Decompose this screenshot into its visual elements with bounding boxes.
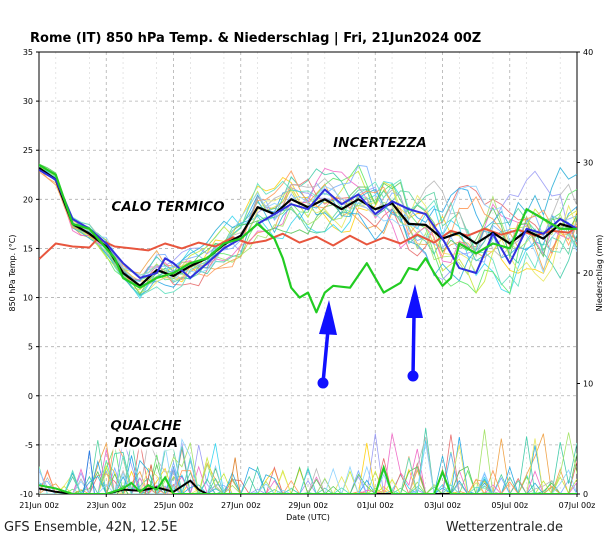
y2-tick-label: 40 (583, 48, 593, 57)
precipitation-bars (39, 427, 577, 494)
x-tick-label: 01Jul 00z (357, 501, 394, 510)
precip-spike (228, 457, 241, 494)
x-tick-label: 23Jun 00z (86, 501, 126, 510)
x-tick-label: 03Jul 00z (424, 501, 461, 510)
precip-member-line (39, 442, 577, 494)
arrow-2-shaft (411, 315, 416, 377)
precip-member-line (39, 433, 577, 494)
x-tick-label: 21Jun 00z (19, 501, 59, 510)
precip-spike (82, 450, 95, 494)
y2-axis-ticks: 0 10 20 30 40 (577, 48, 593, 499)
y-tick-label: 25 (23, 146, 33, 155)
y2-tick-label: 20 (583, 269, 593, 278)
x-tick-label: 07Jul 00z (559, 501, 596, 510)
chart-title: Rome (IT) 850 hPa Temp. & Niederschlag |… (30, 31, 481, 46)
arrow-1-shaft (321, 329, 330, 384)
y-tick-label: 30 (23, 97, 33, 106)
y-tick-label: 35 (23, 48, 33, 57)
y-axis-label: 850 hPa Temp. (°C) (8, 234, 17, 311)
annotation-calo-termico: CALO TERMICO (111, 199, 224, 215)
ensemble-member-line (39, 169, 577, 283)
footer-site: Wetterzentrale.de (446, 520, 563, 535)
series-operational (39, 169, 577, 279)
precip-member-line (39, 433, 577, 494)
y-axis-ticks: -10 -5 0 5 10 15 20 25 30 35 (20, 48, 39, 499)
footer-source: GFS Ensemble, 42N, 12.5E (4, 520, 177, 535)
x-tick-label: 05Jul 00z (491, 501, 528, 510)
annotation-incertezza: INCERTEZZA (333, 135, 427, 151)
y-tick-label: 5 (28, 343, 33, 352)
precip-member-line (39, 455, 577, 494)
y-tick-label: 10 (23, 294, 33, 303)
y2-tick-label: 0 (583, 490, 588, 499)
x-tick-label: 25Jun 00z (154, 501, 194, 510)
precip-member-line (39, 443, 577, 494)
precip-member-line (39, 455, 577, 494)
ensemble-member-line (39, 167, 577, 283)
x-axis-label: Date (UTC) (286, 513, 330, 522)
y-tick-label: 15 (23, 244, 33, 253)
x-tick-label: 27Jun 00z (221, 501, 261, 510)
precip-member-line (39, 440, 577, 494)
annotation-pioggia: PIOGGIA (114, 435, 178, 451)
arrow-1-tail (317, 377, 329, 389)
arrows (317, 284, 423, 389)
main-series (39, 164, 577, 314)
y2-tick-label: 10 (583, 380, 593, 389)
series-ensemble-mean (39, 166, 577, 287)
annotation-qualche: QUALCHE (110, 418, 182, 434)
y-tick-label: -5 (25, 441, 33, 450)
y2-tick-label: 30 (583, 159, 593, 168)
precip-member-line (39, 440, 577, 494)
ensemble-member-line (39, 166, 577, 297)
y-tick-label: -10 (20, 490, 33, 499)
x-tick-label: 29Jun 00z (288, 501, 328, 510)
series-control (39, 164, 577, 314)
x-axis-ticks: 21Jun 00z 23Jun 00z 25Jun 00z 27Jun 00z 29Ju… (19, 494, 595, 510)
ensemble-member-line (39, 169, 577, 276)
arrow-1-head (319, 300, 337, 335)
y2-axis-label: Niederschlag (mm) (595, 235, 604, 312)
precip-member-line (39, 438, 577, 494)
arrow-2-head (406, 284, 423, 318)
precip-control-line (39, 464, 577, 494)
precip-spike (144, 464, 157, 494)
precip-member-line (39, 429, 577, 494)
arrow-2-tail (407, 370, 419, 382)
y-tick-label: 20 (23, 195, 33, 204)
y-tick-label: 0 (28, 392, 33, 401)
